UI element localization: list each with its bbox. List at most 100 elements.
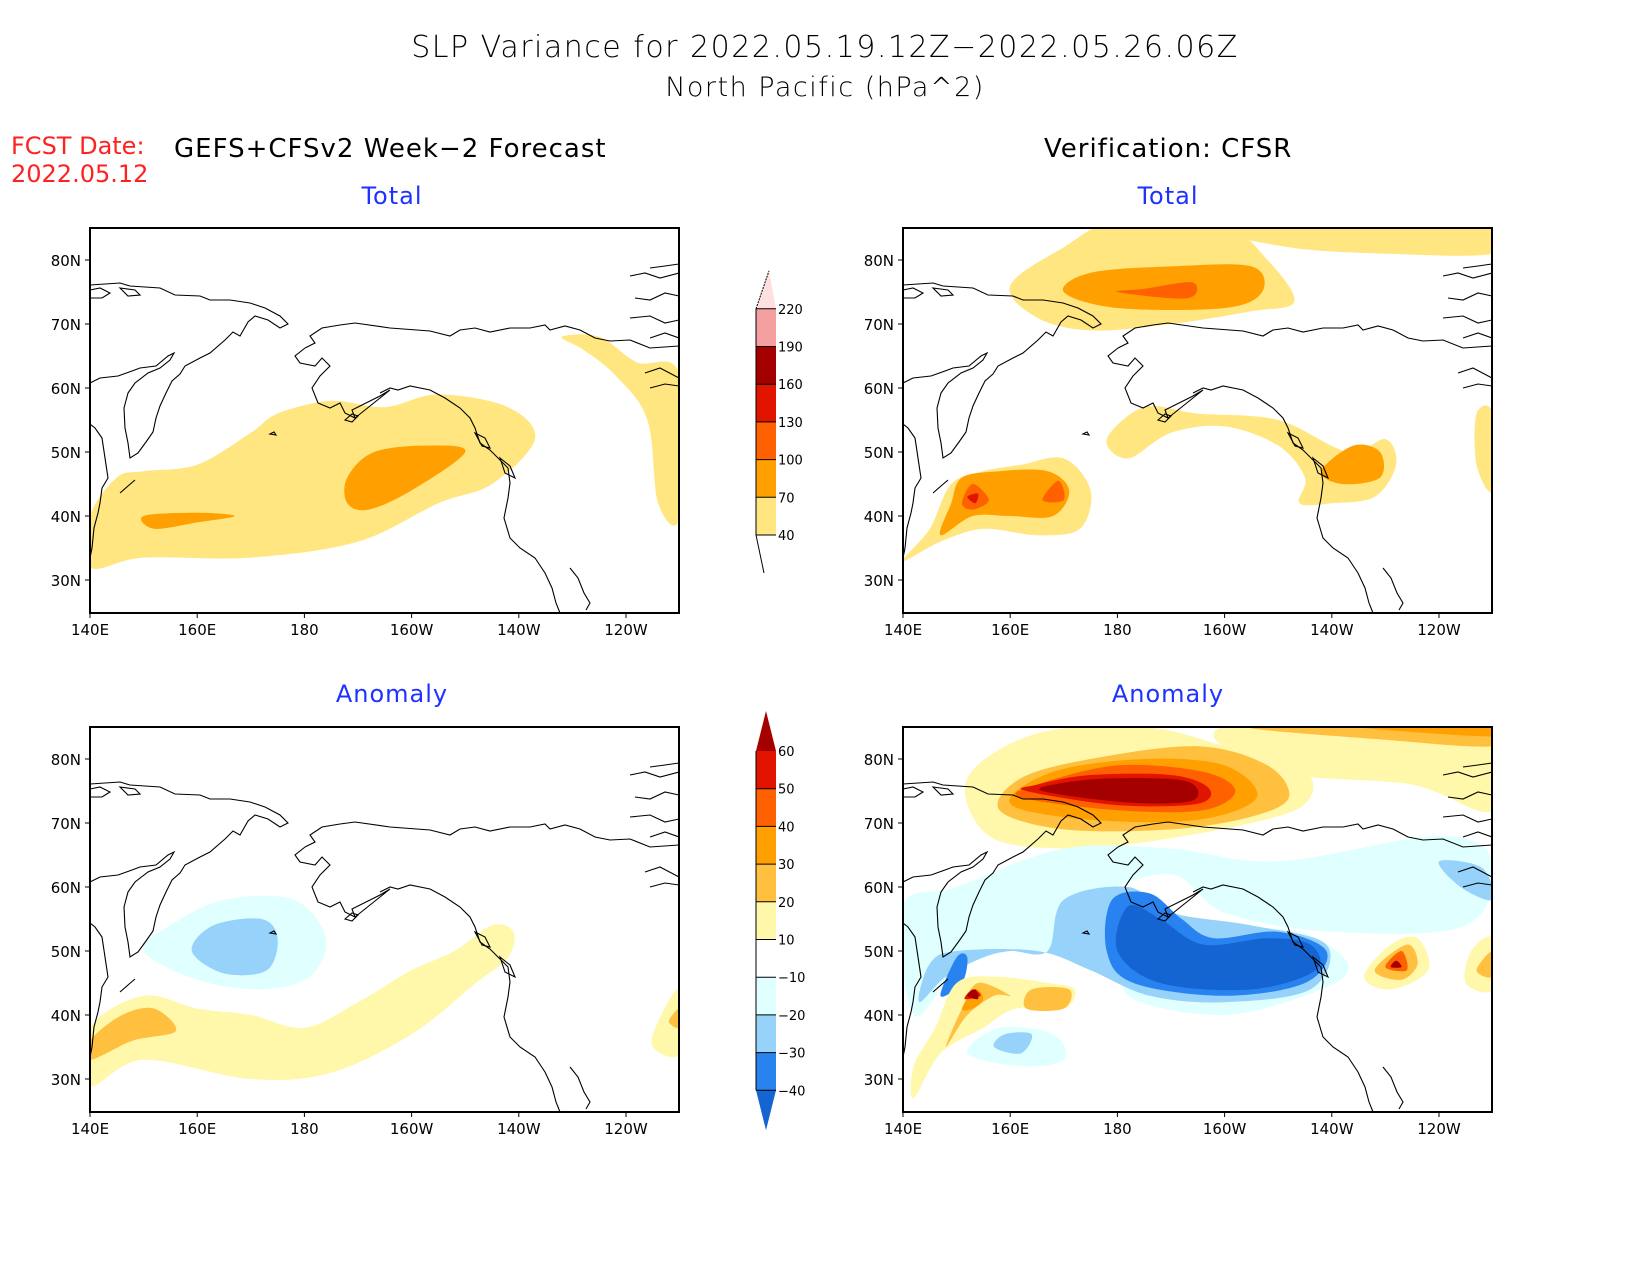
lat-tick-label: 40N [51, 508, 81, 526]
lon-tick-label: 180 [290, 1120, 319, 1138]
lat-tick-label: 50N [51, 943, 81, 961]
colorbar-segment [756, 421, 776, 460]
lat-tick-label: 70N [864, 316, 894, 334]
lon-tick-label: 140E [71, 1120, 109, 1138]
lon-tick-label: 140E [884, 621, 922, 639]
contour-region [1106, 406, 1397, 506]
lon-tick-label: 160W [1203, 621, 1247, 639]
colorbar-arrow-top [756, 270, 776, 309]
colorbar-segment [756, 864, 776, 902]
colorbar-segment [756, 308, 776, 347]
contour-region [651, 988, 679, 1058]
contour-region [1115, 282, 1198, 299]
colorbar-label: 190 [778, 341, 803, 356]
colorbar-segment [756, 788, 776, 827]
lon-tick-label: 140W [497, 621, 541, 639]
colorbar-label: 130 [778, 416, 803, 431]
lon-tick-label: 140W [497, 1120, 541, 1138]
contour-region [1213, 727, 1492, 812]
main-subtitle: North Pacific (hPa^2) [665, 72, 985, 103]
colorbar-segment [756, 346, 776, 385]
colorbar-arrow-top [756, 711, 776, 751]
lon-tick-label: 140E [884, 1120, 922, 1138]
colorbar-label: 40 [778, 529, 795, 544]
contour-region [1023, 987, 1072, 1011]
verification-heading: Verification: CFSR [1044, 134, 1293, 164]
colorbar-segment [756, 751, 776, 789]
map-frame [89, 227, 680, 614]
colorbar-segment [756, 384, 776, 422]
colorbar-label: 50 [778, 783, 795, 798]
colorbar-segment [756, 1014, 776, 1053]
contour-region [1042, 480, 1065, 503]
forecast-heading: GEFS+CFSv2 Week−2 Forecast [174, 134, 607, 164]
colorbar-segment [756, 977, 776, 1015]
lon-tick-label: 120W [1417, 621, 1461, 639]
fcst-date-label: FCST Date: [11, 132, 145, 160]
colorbar-label: −20 [778, 1009, 805, 1024]
lat-tick-label: 80N [51, 751, 81, 769]
colorbar-label: 160 [778, 378, 803, 393]
lat-tick-label: 80N [864, 252, 894, 270]
contour-region [1474, 405, 1492, 493]
colorbar-label: 220 [778, 303, 803, 318]
fcst-date-value: 2022.05.12 [11, 160, 149, 188]
lon-tick-label: 180 [1103, 621, 1132, 639]
colorbar-arrow-edge [755, 270, 770, 309]
anomaly-colorbar: 60 50 40 30 20 10 −10 −20 −30 −40 [755, 711, 805, 1131]
contour-region [967, 493, 979, 504]
lon-tick-label: 160W [1203, 1120, 1247, 1138]
colorbar-label: −40 [778, 1084, 805, 1099]
lon-tick-label: 160E [178, 1120, 216, 1138]
contour-region [967, 989, 979, 1000]
lon-tick-label: 180 [1103, 1120, 1132, 1138]
map-frame [902, 227, 1493, 614]
lat-tick-label: 80N [864, 751, 894, 769]
lat-tick-label: 50N [864, 444, 894, 462]
contour-region [940, 953, 968, 997]
contour-region [668, 1008, 679, 1029]
verification-anomaly-map: 80N 70N 60N 50N 40N 30N 140E 160E 180 160W 140W 120… [864, 726, 1493, 1138]
contour-region [1215, 228, 1492, 256]
lat-tick-label: 50N [864, 943, 894, 961]
forecast-anomaly-title: Anomaly [335, 680, 449, 708]
lon-tick-label: 160W [390, 621, 434, 639]
colorbar-arrow-bottom [755, 534, 765, 574]
contour-region [1358, 727, 1492, 737]
lat-tick-label: 40N [864, 508, 894, 526]
contour-region [1320, 444, 1385, 485]
contour-region [1039, 778, 1199, 804]
total-colorbar: 40 70 100 130 160 190 220 [755, 270, 803, 574]
contour-region [90, 924, 515, 1086]
colorbar-label: 20 [778, 896, 795, 911]
colorbar-segment [756, 459, 776, 498]
contour-region [90, 394, 536, 569]
lon-tick-label: 160E [991, 621, 1029, 639]
colorbar-label: 40 [778, 820, 795, 835]
colorbar-label: 60 [778, 745, 795, 760]
colorbar-label: 10 [778, 934, 795, 949]
colorbar-segment [756, 1052, 776, 1091]
lat-tick-label: 30N [51, 572, 81, 590]
lat-tick-label: 50N [51, 444, 81, 462]
lat-tick-label: 40N [864, 1007, 894, 1025]
lon-tick-label: 140W [1310, 1120, 1354, 1138]
lat-tick-label: 60N [864, 380, 894, 398]
map-frame [89, 726, 680, 1113]
forecast-anomaly-map: 80N 70N 60N 50N 40N 30N 140E 160E 180 160W 140W 120… [51, 726, 680, 1138]
contour-region [993, 1032, 1033, 1054]
lat-tick-label: 30N [51, 1071, 81, 1089]
colorbar-label: 70 [778, 491, 795, 506]
colorbar-segment [756, 901, 776, 940]
colorbar-label: 30 [778, 858, 795, 873]
verification-anomaly-title: Anomaly [1111, 680, 1225, 708]
lat-tick-label: 60N [51, 380, 81, 398]
contour-region [903, 835, 1492, 1017]
main-title: SLP Variance for 2022.05.19.12Z−2022.05.… [411, 30, 1239, 65]
lat-tick-label: 60N [864, 879, 894, 897]
colorbar-label: 100 [778, 454, 803, 469]
lon-tick-label: 160W [390, 1120, 434, 1138]
lat-tick-label: 60N [51, 879, 81, 897]
lat-tick-label: 70N [864, 815, 894, 833]
verification-total-title: Total [1137, 182, 1199, 210]
